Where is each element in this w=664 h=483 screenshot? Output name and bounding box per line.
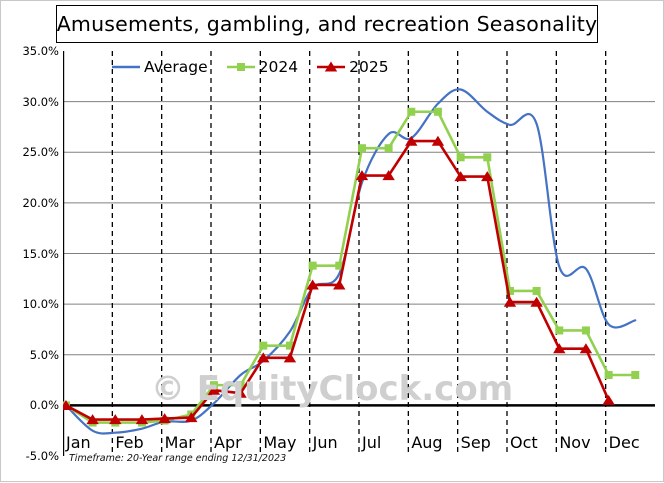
data-point-2024 xyxy=(483,153,492,162)
x-axis-tick-label-oct: Oct xyxy=(510,433,538,452)
data-point-2024 xyxy=(581,326,590,335)
x-axis-tick-label-aug: Aug xyxy=(411,433,443,452)
x-axis-tick-label-feb: Feb xyxy=(115,433,144,452)
data-point-2024 xyxy=(631,371,640,379)
x-axis-tick-label-mar: Mar xyxy=(164,433,195,452)
data-point-2024 xyxy=(532,286,541,295)
data-point-2025 xyxy=(333,279,346,290)
legend-label: Average xyxy=(144,58,208,76)
data-point-2025 xyxy=(234,387,247,398)
legend-swatch-triangle-icon xyxy=(317,61,346,72)
data-point-2025 xyxy=(602,394,615,405)
data-point-2024 xyxy=(384,144,393,153)
data-point-2025 xyxy=(355,170,369,181)
legend-label: 2024 xyxy=(258,58,299,76)
data-point-2025 xyxy=(481,171,494,182)
data-point-2024 xyxy=(357,144,366,153)
y-axis-labels: 35.0% 30.0% 25.0% 20.0% 15.0% 10.0% 5.0% 0.0% -5… xyxy=(1,1,59,483)
data-point-2024 xyxy=(407,107,416,116)
data-point-2025 xyxy=(109,414,122,425)
data-point-2025 xyxy=(63,399,73,410)
data-point-2025 xyxy=(503,296,517,307)
data-point-2024 xyxy=(335,261,344,270)
x-axis-tick-label-sep: Sep xyxy=(460,433,491,452)
legend-item-average[interactable]: Average xyxy=(111,58,208,76)
data-point-2025 xyxy=(382,170,395,181)
legend-label: 2025 xyxy=(349,58,389,76)
data-point-2024 xyxy=(456,153,465,162)
data-point-2025 xyxy=(306,279,319,290)
x-axis-tick-label-may: May xyxy=(263,433,297,452)
chart-legend: Average 2024 2025 xyxy=(111,56,389,78)
data-point-2024 xyxy=(555,326,564,335)
plot-area xyxy=(63,51,655,456)
data-point-2024 xyxy=(259,341,268,350)
x-axis-tick-label-jul: Jul xyxy=(362,433,382,452)
y-axis-tick-label: 0.0% xyxy=(29,398,59,413)
data-point-2025 xyxy=(405,135,418,146)
y-axis-tick-label: 10.0% xyxy=(22,297,59,312)
data-point-2024 xyxy=(308,261,317,270)
x-axis-tick-label-jan: Jan xyxy=(66,433,91,452)
y-axis-tick-label: 5.0% xyxy=(29,347,59,362)
series-line-2025 xyxy=(65,139,610,421)
chart-footnote: Timeframe: 20-Year range ending 12/31/20… xyxy=(69,453,287,464)
legend-swatch-square-icon xyxy=(226,63,255,71)
data-point-2025 xyxy=(431,135,445,146)
series-line-2024 xyxy=(65,110,636,424)
data-point-2025 xyxy=(185,412,198,423)
legend-swatch-none-icon xyxy=(112,65,140,69)
x-axis-tick-label-nov: Nov xyxy=(559,433,591,452)
y-axis-tick-label: 25.0% xyxy=(22,145,59,160)
data-point-2025 xyxy=(530,296,543,307)
data-point-2024 xyxy=(505,286,514,295)
x-axis-tick-label-apr: Apr xyxy=(214,433,242,452)
data-point-2025 xyxy=(579,343,593,354)
data-point-2025 xyxy=(86,414,99,425)
data-point-2024 xyxy=(604,371,613,379)
data-point-2025 xyxy=(553,343,566,354)
y-axis-tick-label: 20.0% xyxy=(22,195,59,210)
y-axis-tick-label: 30.0% xyxy=(22,94,59,109)
page-title: Amusements, gambling, and recreation Sea… xyxy=(56,12,598,36)
series-line-average xyxy=(64,88,637,435)
y-axis-tick-label: 15.0% xyxy=(22,246,59,261)
y-axis-tick-label: 35.0% xyxy=(22,44,59,58)
chart-title-box: Amusements, gambling, and recreation Sea… xyxy=(56,5,598,43)
data-point-2025 xyxy=(283,352,297,363)
data-point-2025 xyxy=(257,352,270,363)
legend-item-2024[interactable]: 2024 xyxy=(226,58,298,76)
data-point-2024 xyxy=(236,381,245,390)
data-point-2024 xyxy=(433,107,442,116)
x-axis-tick-label-dec: Dec xyxy=(608,433,640,452)
data-point-2025 xyxy=(454,171,467,182)
data-point-2025 xyxy=(207,384,221,395)
legend-item-2025[interactable]: 2025 xyxy=(316,58,389,76)
data-point-2025 xyxy=(135,414,149,425)
data-point-2025 xyxy=(158,413,171,424)
x-axis-tick-label-jun: Jun xyxy=(312,433,338,452)
y-axis-tick-label: -5.0% xyxy=(25,449,59,463)
chart-canvas xyxy=(63,51,655,456)
data-point-2024 xyxy=(285,341,294,350)
